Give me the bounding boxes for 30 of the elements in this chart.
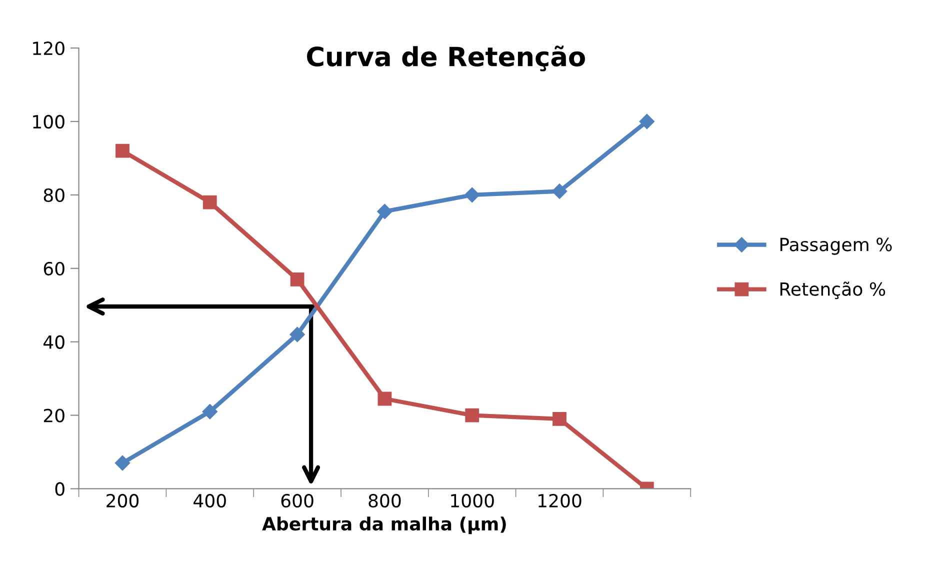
x-axis-title: Abertura da malha (µm) (262, 516, 506, 534)
x-tick-label: 400 (194, 494, 226, 508)
y-tick-label: 100 (33, 114, 64, 129)
x-tick-label: 200 (106, 494, 139, 508)
point (114, 455, 130, 471)
point (465, 408, 480, 422)
point (377, 204, 392, 220)
point (202, 404, 218, 420)
y-tick-label: 60 (44, 262, 64, 276)
point (202, 195, 217, 210)
legend-label: Passagem % (780, 238, 892, 255)
y-tick-label: 80 (44, 188, 64, 202)
point (639, 114, 654, 130)
y-tick-label: 0 (55, 482, 64, 496)
y-tick-label: 20 (44, 408, 64, 422)
chart-title: Curva de Retenção (306, 46, 585, 72)
point (116, 144, 130, 158)
legend-label: Retenção % (780, 282, 886, 300)
x-tick-label: 600 (281, 494, 314, 508)
x-tick-label: 1200 (538, 494, 582, 508)
y-tick-label: 120 (33, 41, 64, 56)
point (464, 187, 480, 202)
point (552, 184, 568, 199)
point (378, 392, 392, 406)
y-tick-label: 40 (44, 335, 64, 349)
x-tick-label: 1000 (451, 494, 494, 508)
point (552, 412, 566, 426)
point (290, 326, 305, 342)
point (290, 272, 304, 286)
x-tick-label: 800 (368, 494, 401, 508)
